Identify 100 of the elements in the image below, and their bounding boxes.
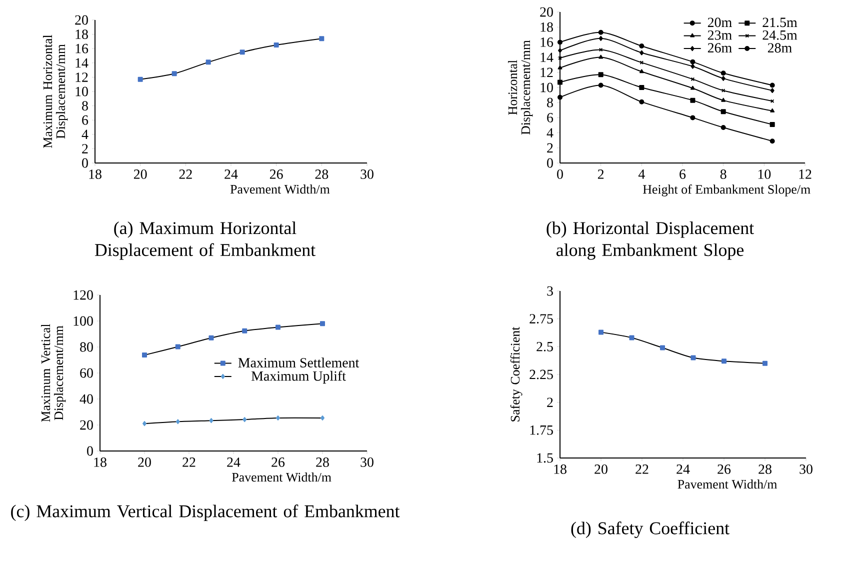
x-tick-label: 12 [799, 170, 812, 179]
point [690, 77, 695, 82]
x-tick-label: 22 [636, 464, 648, 474]
x-tick-label: 18 [89, 170, 102, 179]
y-tick-label: 16 [540, 38, 554, 47]
point [721, 76, 726, 81]
point [629, 335, 634, 340]
y-tick-label: 80 [80, 342, 93, 352]
y-tick-label: 0 [82, 158, 88, 168]
x-tick-label: 20 [134, 170, 147, 179]
point [319, 36, 324, 42]
point [639, 69, 644, 74]
point [208, 335, 214, 340]
point [558, 48, 562, 53]
point [242, 417, 247, 422]
y-tick-label: 120 [74, 290, 93, 300]
x-axis-title: Pavement Width/m [678, 480, 778, 489]
legend-label: Maximum Settlement [238, 358, 360, 368]
y-axis-title: Safety Coefficient [510, 326, 522, 422]
point [660, 345, 666, 350]
point [639, 43, 644, 48]
y-tick-label: 10 [540, 82, 553, 92]
point [770, 82, 775, 88]
point [690, 115, 696, 120]
point [209, 418, 214, 424]
y-tick-label: 16 [76, 44, 88, 54]
y-tick-label: 20 [75, 15, 88, 25]
point [640, 50, 644, 56]
point [722, 358, 727, 364]
point [598, 330, 604, 335]
point [770, 108, 775, 112]
y-tick-label: 8 [547, 98, 553, 108]
y-tick-label: 10 [76, 86, 88, 96]
x-tick-label: 18 [554, 464, 566, 474]
x-tick-label: 30 [800, 464, 812, 474]
y-tick-label: 4 [82, 130, 88, 139]
point [242, 328, 248, 334]
point [639, 99, 644, 104]
y-axis-title: Horizontal Displacement/mm [508, 40, 533, 135]
y-tick-label: 20 [80, 420, 93, 430]
point [598, 30, 604, 35]
point [770, 88, 774, 94]
point [598, 54, 604, 59]
point [276, 324, 280, 330]
x-tick-label: 28 [758, 464, 772, 474]
y-tick-label: 6 [547, 113, 554, 122]
point [598, 72, 604, 78]
y-tick-label: 8 [82, 101, 88, 111]
x-tick-label: 30 [360, 458, 374, 467]
legend-label: 20m [708, 18, 732, 28]
point [320, 415, 325, 420]
point [558, 40, 563, 45]
y-tick-label: 2.5 [536, 342, 553, 352]
x-tick-label: 26 [718, 464, 731, 474]
x-tick-label: 10 [758, 170, 771, 179]
y-tick-label: 1.5 [537, 453, 553, 463]
point [240, 50, 245, 55]
point [176, 419, 180, 424]
y-tick-label: 18 [76, 30, 88, 40]
point [720, 125, 726, 130]
text: (b) Horizontal Displacement along Embankment Slope [546, 222, 754, 260]
y-axis-title: Maximum Horizontal Displacement/mm [43, 34, 68, 148]
y-tick-label: 2.25 [530, 370, 553, 380]
text: (a) Maximum Horizontal Displacement of Embankment [94, 222, 316, 260]
legend-label: Maximum Uplift [251, 370, 346, 384]
y-tick-label: 12 [76, 72, 88, 82]
y-tick-label: 14 [76, 58, 88, 68]
x-tick-label: 4 [638, 170, 645, 179]
point [558, 65, 562, 70]
y-tick-label: 1.75 [530, 425, 553, 435]
point [598, 36, 603, 41]
y-tick-label: 0 [547, 158, 553, 168]
y-tick-label: 18 [540, 22, 553, 32]
x-tick-label: 24 [227, 458, 240, 467]
point [690, 98, 696, 103]
x-tick-label: 30 [360, 170, 374, 179]
text: (c) Maximum Vertical Displacement of Embankment [11, 504, 400, 521]
y-tick-label: 100 [74, 316, 93, 326]
point [762, 360, 768, 366]
point [690, 355, 696, 360]
y-tick-label: 2.75 [530, 314, 553, 324]
point [598, 48, 603, 52]
point [639, 84, 644, 90]
point [274, 42, 279, 48]
point [142, 421, 146, 426]
text: (d) Safety Coefficient [571, 522, 730, 538]
point [598, 82, 604, 88]
point [690, 86, 695, 90]
x-tick-label: 18 [94, 458, 106, 467]
point [721, 88, 726, 92]
x-tick-label: 8 [720, 170, 726, 179]
legend-label: 24.5m [762, 30, 798, 40]
y-tick-label: 60 [80, 368, 93, 378]
point [721, 98, 726, 102]
legend-label: 21.5m [762, 18, 798, 28]
point [690, 64, 695, 69]
y-tick-label: 2 [82, 144, 88, 154]
y-tick-label: 20 [540, 7, 553, 17]
point [142, 352, 147, 358]
x-tick-label: 26 [270, 170, 283, 179]
